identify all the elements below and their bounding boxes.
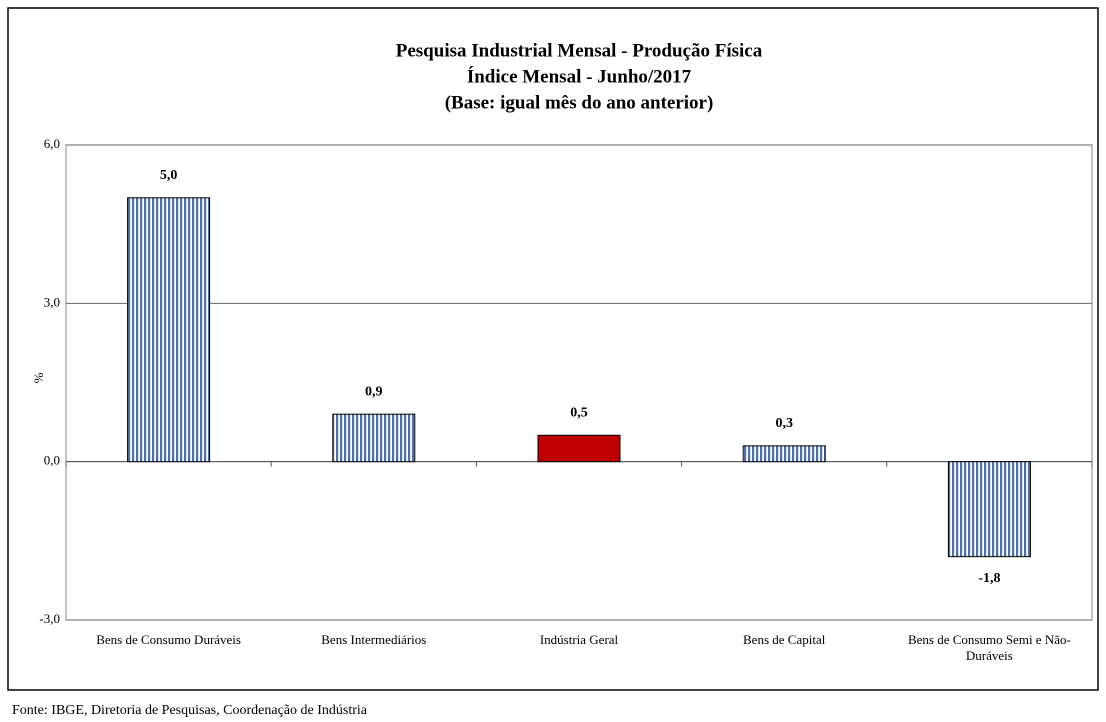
x-tick-label: Bens de Consumo Semi e Não-Duráveis [907, 632, 1071, 663]
bar [127, 197, 211, 463]
bar [742, 445, 826, 463]
chart-title: Índice Mensal - Junho/2017 [467, 65, 692, 87]
bar [537, 434, 621, 463]
y-axis-label: % [31, 372, 46, 383]
bar [947, 461, 1031, 558]
x-tick-label: Indústria Geral [539, 632, 619, 647]
x-tick-label: Bens de Consumo Duráveis [96, 632, 241, 647]
x-tick-label: Bens de Capital [743, 632, 826, 647]
y-tick-label: 0,0 [44, 453, 60, 468]
value-label: -1,8 [978, 571, 1000, 586]
y-tick-label: 3,0 [44, 294, 60, 309]
y-tick-label: -3,0 [39, 611, 60, 626]
chart-frame [7, 7, 1099, 691]
chart-title: (Base: igual mês do ano anterior) [445, 92, 714, 113]
value-label: 0,5 [570, 405, 588, 420]
value-label: 5,0 [160, 168, 178, 183]
value-label: 0,3 [775, 416, 793, 431]
plot-area [65, 144, 1093, 621]
value-label: 0,9 [365, 384, 383, 399]
x-tick-label: Bens Intermediários [321, 632, 427, 647]
bar [332, 413, 416, 463]
chart-title: Pesquisa Industrial Mensal - Produção Fí… [396, 40, 763, 61]
source-note: Fonte: IBGE, Diretoria de Pesquisas, Coo… [12, 703, 368, 718]
y-tick-label: 6,0 [44, 136, 60, 151]
